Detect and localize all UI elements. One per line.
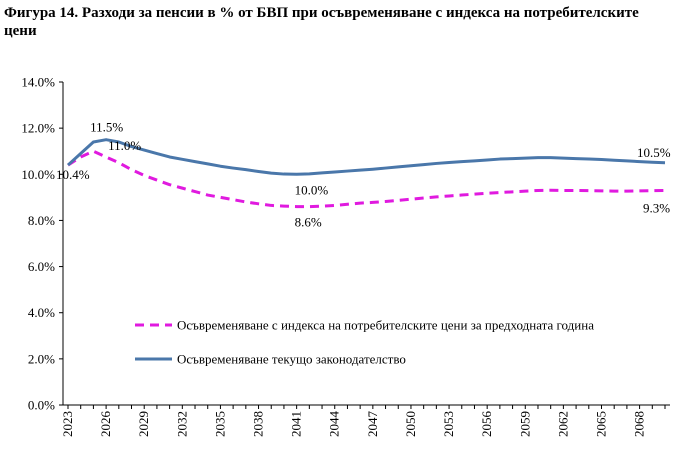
x-tick-label: 2068	[632, 411, 647, 437]
y-tick-label: 2.0%	[28, 351, 55, 366]
x-tick-label: 2065	[593, 411, 608, 437]
data-label: 11.5%	[90, 120, 123, 135]
x-tick-label: 2050	[403, 411, 418, 437]
y-tick-label: 4.0%	[28, 305, 55, 320]
x-tick-label: 2059	[517, 411, 532, 437]
x-tick-label: 2053	[441, 411, 456, 437]
x-tick-label: 2056	[479, 411, 494, 438]
data-label: 10.0%	[295, 182, 329, 197]
data-label: 10.4%	[56, 167, 90, 182]
y-tick-label: 8.0%	[28, 213, 55, 228]
series-line-1	[66, 138, 666, 176]
x-tick-label: 2035	[212, 411, 227, 437]
data-label: 11.0%	[108, 138, 141, 153]
data-label: 8.6%	[295, 215, 322, 230]
y-tick-label: 14.0%	[21, 75, 55, 90]
x-tick-label: 2047	[365, 411, 380, 438]
x-tick-label: 2038	[251, 411, 266, 437]
series-line-0	[67, 149, 666, 209]
legend-label-0: Осъвременяване с индекса на потребителск…	[177, 318, 594, 333]
x-tick-label: 2032	[174, 411, 189, 437]
x-tick-label: 2023	[60, 411, 75, 437]
x-tick-label: 2044	[327, 411, 342, 438]
x-tick-label: 2029	[136, 411, 151, 437]
data-label: 9.3%	[643, 200, 670, 215]
data-label: 10.5%	[637, 145, 671, 160]
x-tick-label: 2062	[555, 411, 570, 437]
y-tick-label: 10.0%	[21, 167, 55, 182]
y-tick-label: 0.0%	[28, 398, 55, 413]
y-tick-label: 6.0%	[28, 259, 55, 274]
legend-label-1: Осъвременяване текущо законодателство	[177, 352, 406, 367]
chart-title: Фигура 14. Разходи за пенсии в % от БВП …	[4, 5, 639, 39]
x-tick-label: 2041	[289, 411, 304, 437]
y-tick-label: 12.0%	[21, 121, 55, 136]
x-tick-label: 2026	[98, 411, 113, 438]
